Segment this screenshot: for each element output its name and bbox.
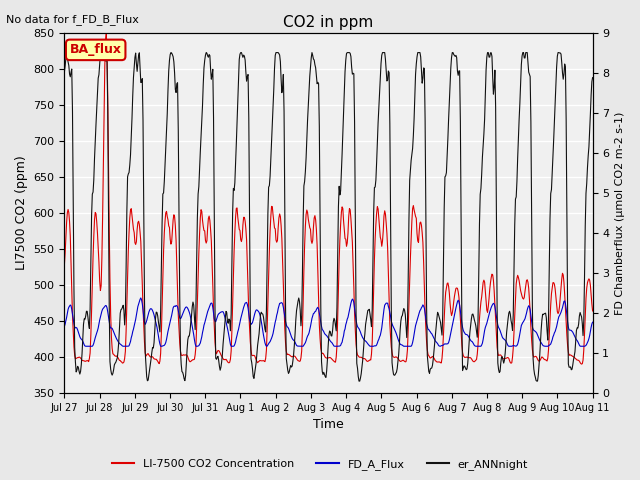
- Y-axis label: FD Chamberflux (μmol CO2 m-2 s-1): FD Chamberflux (μmol CO2 m-2 s-1): [615, 111, 625, 314]
- Legend: LI-7500 CO2 Concentration, FD_A_Flux, er_ANNnight: LI-7500 CO2 Concentration, FD_A_Flux, er…: [108, 455, 532, 474]
- Text: No data for f_FD_B_Flux: No data for f_FD_B_Flux: [6, 14, 140, 25]
- Title: CO2 in ppm: CO2 in ppm: [284, 15, 374, 30]
- Y-axis label: LI7500 CO2 (ppm): LI7500 CO2 (ppm): [15, 156, 28, 270]
- Text: BA_flux: BA_flux: [70, 43, 122, 56]
- X-axis label: Time: Time: [313, 419, 344, 432]
